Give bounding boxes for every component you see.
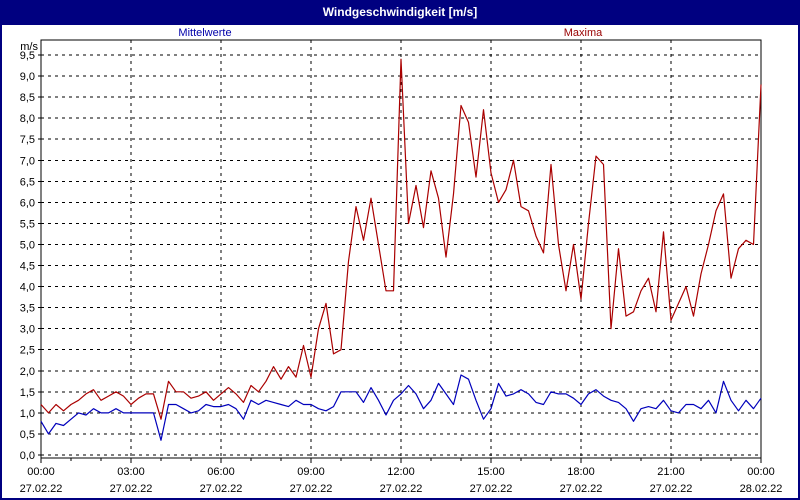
x-tick-date: 27.02.22 [290, 483, 333, 495]
x-tick-date: 27.02.22 [110, 483, 153, 495]
plot-frame [40, 39, 762, 459]
chart-title-bar: Windgeschwindigkeit [m/s] [0, 0, 800, 25]
x-tick-date: 27.02.22 [380, 483, 423, 495]
y-tick-label: 9,0 [20, 71, 35, 83]
series-line-maxima [40, 58, 762, 420]
x-tick-time: 15:00 [477, 466, 505, 478]
x-tick-time: 06:00 [207, 466, 235, 478]
y-tick-label: 7,5 [20, 134, 35, 146]
y-tick-label: 8,5 [20, 92, 35, 104]
y-tick-label: 5,5 [20, 218, 35, 230]
x-tick-date: 27.02.22 [470, 483, 513, 495]
y-tick-label: 3,0 [20, 324, 35, 336]
x-tick-date: 27.02.22 [200, 483, 243, 495]
y-tick-label: 9,5 [20, 50, 35, 62]
x-tick-time: 09:00 [297, 466, 325, 478]
y-tick-label: 1,0 [20, 408, 35, 420]
x-tick-time: 18:00 [567, 466, 595, 478]
y-tick-label: 7,0 [20, 155, 35, 167]
x-tick-time: 12:00 [387, 466, 415, 478]
y-tick-label: 4,0 [20, 282, 35, 294]
x-tick-date: 27.02.22 [560, 483, 603, 495]
x-tick-date: 28.02.22 [740, 483, 783, 495]
y-axis-unit-label: m/s [20, 41, 38, 53]
x-tick-date: 27.02.22 [650, 483, 693, 495]
legend-label-mittelwerte: Mittelwerte [178, 27, 232, 39]
y-tick-label: 3,5 [20, 303, 35, 315]
y-tick-label: 8,0 [20, 113, 35, 125]
y-tick-label: 0,5 [20, 429, 35, 441]
x-tick-time: 00:00 [747, 466, 775, 478]
x-tick-time: 21:00 [657, 466, 685, 478]
legend-label-maxima: Maxima [563, 27, 603, 39]
y-tick-label: 2,0 [20, 366, 35, 378]
y-tick-label: 2,5 [20, 345, 35, 357]
y-tick-label: 1,5 [20, 387, 35, 399]
y-tick-label: 0,0 [20, 450, 35, 462]
y-tick-label: 5,0 [20, 239, 35, 251]
y-tick-label: 6,0 [20, 197, 35, 209]
x-tick-time: 00:00 [27, 466, 55, 478]
x-tick-time: 03:00 [117, 466, 145, 478]
y-tick-label: 4,5 [20, 261, 35, 273]
series-line-mittelwerte [40, 374, 762, 441]
x-tick-date: 27.02.22 [20, 483, 63, 495]
y-tick-label: 6,5 [20, 176, 35, 188]
